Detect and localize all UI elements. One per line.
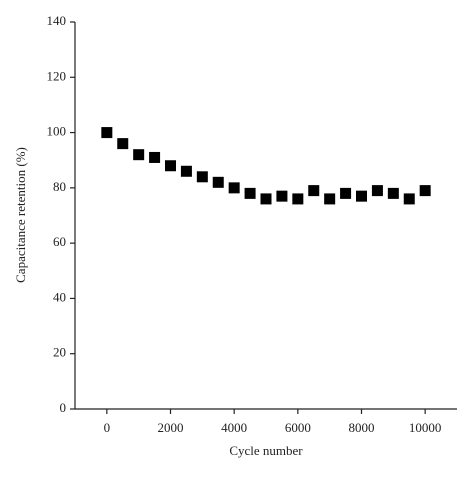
x-axis-label: Cycle number — [229, 443, 303, 458]
x-tick-label: 4000 — [221, 420, 247, 435]
x-tick-label: 10000 — [409, 420, 442, 435]
y-tick-label: 60 — [53, 234, 66, 249]
point — [308, 185, 320, 197]
point — [196, 171, 208, 183]
point — [403, 193, 415, 205]
point — [371, 185, 383, 197]
x-tick-label: 8000 — [349, 420, 375, 435]
y-tick-label: 100 — [47, 124, 67, 139]
y-tick-label: 80 — [53, 179, 66, 194]
point — [117, 138, 129, 150]
point — [276, 190, 288, 202]
point — [340, 187, 352, 199]
y-tick-label: 40 — [53, 289, 66, 304]
x-tick-label: 2000 — [158, 420, 184, 435]
y-tick-label: 0 — [60, 400, 67, 415]
point — [356, 190, 367, 202]
x-tick-label: 6000 — [285, 420, 311, 435]
point — [244, 187, 256, 199]
point — [133, 149, 145, 161]
y-tick-label: 20 — [53, 345, 66, 360]
point — [292, 193, 304, 205]
point — [228, 182, 240, 194]
point — [387, 187, 399, 199]
point — [101, 127, 113, 139]
point — [419, 185, 431, 197]
y-tick-label: 120 — [47, 68, 67, 83]
point — [149, 151, 161, 163]
y-axis-label: Capacitance retention (%) — [13, 147, 28, 283]
point — [180, 165, 192, 177]
point — [260, 193, 272, 205]
x-tick-label: 0 — [104, 420, 111, 435]
point — [165, 160, 176, 172]
point — [324, 193, 336, 205]
point — [212, 176, 224, 188]
y-tick-label: 140 — [47, 13, 67, 28]
